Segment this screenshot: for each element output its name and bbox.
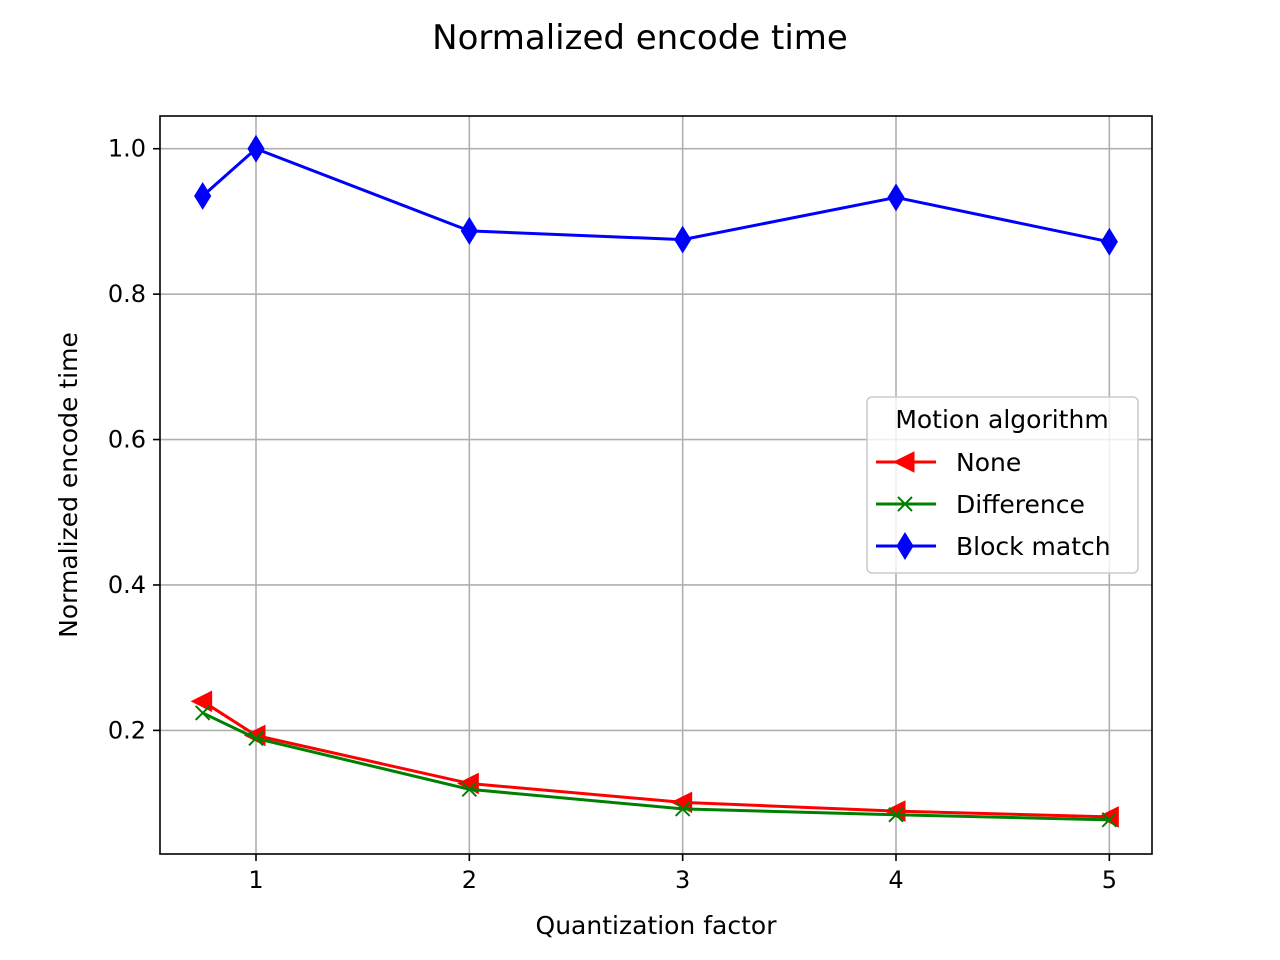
y-tick-label: 0.8 [108,280,146,308]
legend-entry: Difference [876,490,1085,519]
y-tick-label: 0.6 [108,426,146,454]
plot-frame [159,115,1153,855]
series-block-match [194,134,1118,256]
data-point [460,216,478,245]
legend-label: Difference [956,490,1085,519]
ticks: 1 2 3 4 5 0.2 0.4 0.6 0.8 1.0 [108,135,1117,894]
legend-marker [896,532,914,560]
data-point-stroke [674,801,691,817]
x-tick-label: 3 [675,866,690,894]
legend-entries: None Difference Block match [876,448,1111,561]
data-point [1100,227,1118,256]
legend-marker [892,451,915,473]
legend-entry: None [876,448,1021,477]
y-tick-label: 1.0 [108,135,146,163]
legend-box [866,396,1139,574]
legend-label: None [956,448,1021,477]
y-tick-label: 0.2 [108,716,146,744]
series-line [201,147,1110,244]
data-point [887,183,905,212]
data-point [190,690,213,713]
data-point [674,801,691,817]
y-axis-label: Normalized encode time [54,332,83,638]
data-point [888,807,904,823]
y-tick-label: 0.4 [108,571,146,599]
x-tick-label: 4 [888,866,903,894]
legend-marker-stroke [897,496,913,512]
x-tick-label: 5 [1102,866,1117,894]
series-line [202,711,1110,822]
data-point [194,182,212,210]
data-point [248,730,264,747]
data-point [461,781,478,797]
legend: Motion algorithm None Difference Block mat… [866,396,1139,574]
data-point [674,225,692,254]
x-tick-label: 2 [462,866,477,894]
data-point [194,705,211,721]
x-axis-label: Quantization factor [536,911,778,940]
data-point [1101,812,1118,828]
series-line [201,700,1110,819]
data-point-stroke [248,730,264,747]
chart-title: Normalized encode time [432,18,848,58]
data-point-stroke [1101,812,1118,828]
legend-title: Motion algorithm [895,405,1108,434]
x-tick-label: 1 [248,866,263,894]
data-point [247,134,265,163]
legend-label: Block match [956,532,1111,561]
legend-marker [897,496,913,512]
series-difference [194,705,1118,828]
data-point-stroke [461,781,478,797]
data-point-stroke [194,705,211,721]
data-point-stroke [888,807,904,823]
series-layer [190,134,1119,828]
legend-entry: Block match [876,532,1111,561]
